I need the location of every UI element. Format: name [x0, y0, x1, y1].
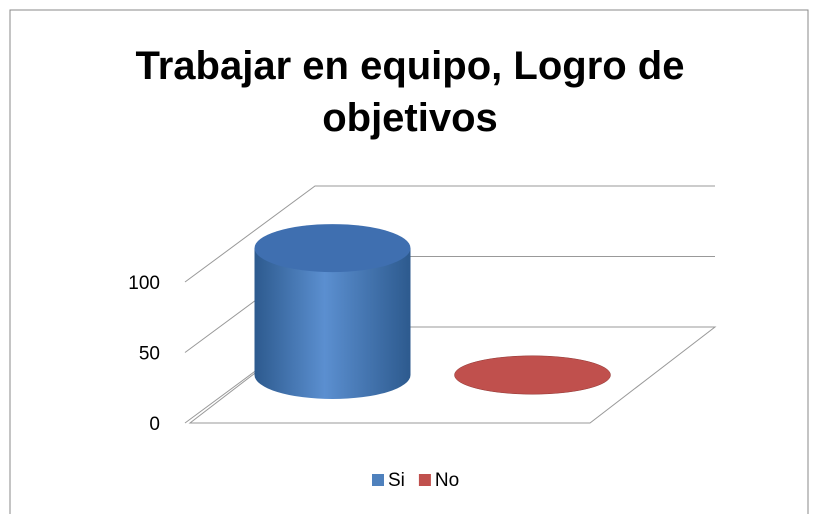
y-tick-label: 50	[139, 344, 160, 365]
y-tick-label: 100	[128, 273, 160, 294]
legend-label: Si	[388, 470, 405, 491]
y-tick-label: 0	[149, 414, 160, 435]
cylinder-top	[254, 224, 411, 273]
cylinder	[454, 355, 611, 395]
legend-swatch	[372, 474, 384, 486]
legend-label: No	[435, 470, 459, 491]
chart-title: Trabajar en equipo, Logro de objetivos	[135, 44, 685, 140]
cylinder-body	[254, 248, 411, 399]
grid-line	[184, 185, 715, 283]
chart-border	[9, 9, 809, 514]
cylinder	[254, 224, 411, 399]
legend-swatch	[418, 474, 431, 486]
cylinder-top	[454, 355, 611, 395]
